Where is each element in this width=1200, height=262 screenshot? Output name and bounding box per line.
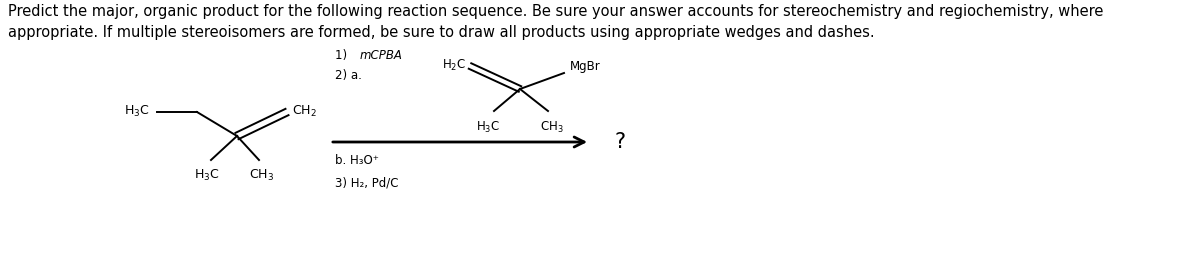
Text: 1): 1) (335, 49, 350, 62)
Text: H$_3$C: H$_3$C (476, 120, 500, 135)
Text: CH$_3$: CH$_3$ (250, 168, 275, 183)
Text: 2) a.: 2) a. (335, 69, 362, 82)
Text: 3) H₂, Pd/C: 3) H₂, Pd/C (335, 176, 398, 189)
Text: H$_3$C: H$_3$C (194, 168, 220, 183)
Text: Predict the major, organic product for the following reaction sequence. Be sure : Predict the major, organic product for t… (8, 4, 1103, 19)
Text: CH$_3$: CH$_3$ (540, 120, 564, 135)
Text: mCPBA: mCPBA (360, 49, 403, 62)
Text: H$_3$C: H$_3$C (125, 103, 150, 118)
Text: appropriate. If multiple stereoisomers are formed, be sure to draw all products : appropriate. If multiple stereoisomers a… (8, 25, 875, 40)
Text: ?: ? (614, 132, 625, 152)
Text: H$_2$C: H$_2$C (442, 57, 466, 73)
Text: CH$_2$: CH$_2$ (292, 103, 317, 118)
Text: b. H₃O⁺: b. H₃O⁺ (335, 154, 379, 167)
Text: MgBr: MgBr (570, 59, 601, 73)
